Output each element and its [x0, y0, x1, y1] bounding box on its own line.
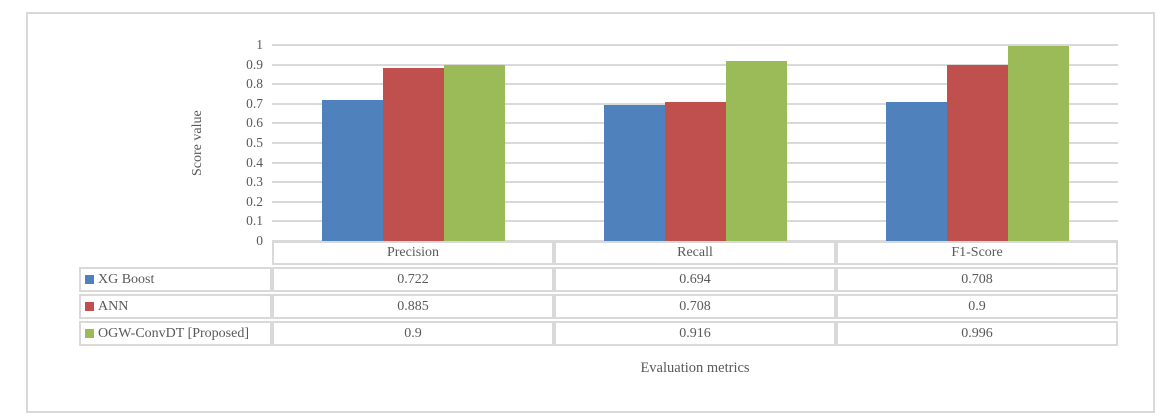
- table-legend-cell: ANN: [79, 294, 272, 319]
- gridline: [272, 44, 1118, 46]
- table-legend-cell: OGW-ConvDT [Proposed]: [79, 321, 272, 346]
- gridline: [272, 63, 1118, 66]
- plot-area: [272, 44, 1118, 242]
- table-header-cell: Recall: [554, 241, 836, 265]
- bar-ann-recall: [664, 102, 726, 241]
- bar-xg-boost-recall: [603, 104, 665, 241]
- table-value-cell: 0.708: [554, 294, 836, 319]
- legend-label: ANN: [98, 298, 129, 314]
- table-value-cell: 0.9: [272, 321, 554, 346]
- bar-xg-boost-precision: [321, 99, 383, 241]
- y-tick-label: 0: [256, 233, 263, 248]
- y-tick-label: 0.6: [246, 115, 263, 131]
- bar-group-f1-score: [836, 45, 1118, 241]
- legend-swatch-ann: [85, 302, 94, 311]
- legend-swatch-ogw-convdt-proposed-: [85, 329, 94, 338]
- table-value-cell: 0.996: [836, 321, 1118, 346]
- legend-label: OGW-ConvDT [Proposed]: [98, 325, 250, 341]
- y-tick-label: 0.8: [246, 76, 263, 92]
- table-value-cell: 0.722: [272, 267, 554, 292]
- bar-group-recall: [554, 45, 836, 241]
- table-value-cell: 0.9: [836, 294, 1118, 319]
- bar-ogw-convdt-proposed--precision: [443, 64, 505, 241]
- bar-ogw-convdt-proposed--f1-score: [1007, 45, 1069, 241]
- y-tick-label: 0.3: [246, 174, 263, 190]
- table-value-cell: 0.916: [554, 321, 836, 346]
- x-axis-title: Evaluation metrics: [640, 360, 750, 376]
- legend-label: XG Boost: [98, 271, 155, 287]
- bar-ann-precision: [382, 67, 444, 241]
- y-tick-label: 0.9: [246, 56, 263, 72]
- y-tick-label: 1: [256, 37, 263, 52]
- y-tick-label: 0.7: [246, 95, 263, 111]
- table-value-cell: 0.694: [554, 267, 836, 292]
- bar-group-precision: [272, 45, 554, 241]
- y-tick-label: 0.1: [246, 213, 263, 229]
- bar-xg-boost-f1-score: [885, 102, 947, 241]
- table-header-cell: Precision: [272, 241, 554, 265]
- y-axis-tick-labels: 1 0.9 0.8 0.7 0.6 0.5 0.4 0.3 0.2 0.1 0: [178, 37, 263, 248]
- bar-ogw-convdt-proposed--recall: [725, 61, 787, 241]
- table-value-cell: 0.885: [272, 294, 554, 319]
- bar-ann-f1-score: [946, 64, 1008, 241]
- y-tick-label: 0.4: [246, 154, 263, 170]
- gridline: [272, 83, 1118, 86]
- legend-swatch-xg-boost: [85, 275, 94, 284]
- chart-frame: Score value 1 0.9 0.8 0.7 0.6 0.5 0.4 0.3 0.2 0.1…: [26, 12, 1155, 413]
- table-header-cell: F1-Score: [836, 241, 1118, 265]
- table-legend-cell: XG Boost: [79, 267, 272, 292]
- y-tick-label: 0.2: [246, 193, 263, 209]
- y-tick-label: 0.5: [246, 135, 263, 150]
- table-value-cell: 0.708: [836, 267, 1118, 292]
